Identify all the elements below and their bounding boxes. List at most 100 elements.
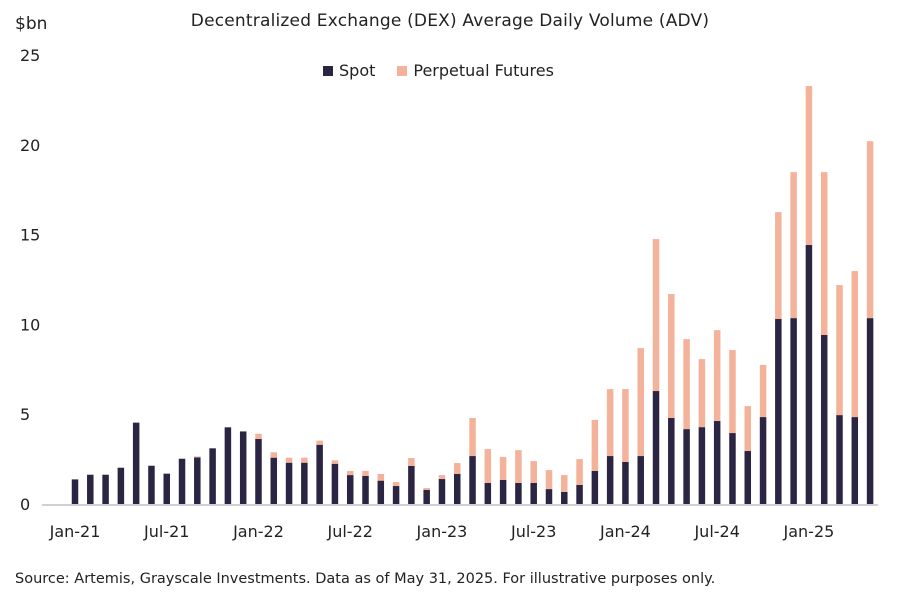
bar-perpetual-futures-Apr-24 — [668, 294, 675, 418]
y-tick-label: 10 — [20, 315, 40, 334]
bar-perpetual-futures-Jan-22 — [255, 433, 262, 439]
bar-spot-Nov-23 — [591, 470, 599, 504]
bar-spot-Jul-22 — [346, 475, 354, 504]
x-tick-label: Jan-22 — [232, 522, 284, 541]
bar-spot-Jun-22 — [331, 463, 339, 504]
bar-perpetual-futures-Sep-22 — [377, 474, 385, 481]
bar-perpetual-futures-Jul-24 — [713, 330, 721, 422]
bar-spot-Oct-22 — [392, 486, 400, 504]
bar-spot-Jan-22 — [255, 438, 262, 504]
bar-perpetual-futures-Nov-23 — [591, 419, 599, 471]
y-tick-label: 15 — [20, 226, 40, 245]
bar-perpetual-futures-Dec-23 — [606, 389, 614, 457]
chart-plot: 0 5 10 15 20 25 Jan-21 Jul-21 Jan-22 Jul-22 Jan-23… — [20, 46, 878, 541]
legend-label-perpetual-futures: Perpetual Futures — [413, 61, 554, 80]
bar-spot-Sep-22 — [377, 480, 385, 504]
bar-spot-Feb-23 — [454, 474, 461, 504]
y-axis-unit-label: $bn — [15, 14, 48, 34]
bar-spot-Feb-21 — [87, 474, 94, 504]
bar-perpetual-futures-Feb-24 — [637, 348, 644, 457]
bar-perpetual-futures-Nov-22 — [408, 458, 415, 466]
x-tick-label: Jan-24 — [599, 522, 651, 541]
bar-spot-Aug-21 — [178, 458, 186, 504]
bar-perpetual-futures-May-24 — [683, 339, 690, 430]
bar-spot-Sep-24 — [744, 451, 752, 504]
y-tick-label: 5 — [20, 405, 30, 424]
bar-spot-Mar-22 — [285, 462, 293, 504]
bar-spot-Nov-22 — [408, 465, 415, 504]
bar-spot-Mar-21 — [102, 474, 109, 504]
bar-perpetual-futures-Apr-22 — [301, 457, 308, 463]
bar-perpetual-futures-Sep-21 — [194, 456, 201, 458]
legend-swatch-spot — [323, 65, 333, 76]
bar-spot-May-25 — [866, 318, 874, 504]
bar-spot-Nov-21 — [224, 427, 232, 504]
x-tick-label: Jan-23 — [416, 522, 468, 541]
bar-perpetual-futures-Feb-23 — [454, 463, 461, 475]
bar-spot-Apr-21 — [117, 467, 125, 504]
bar-perpetual-futures-Jun-23 — [515, 450, 522, 483]
bar-spot-May-23 — [499, 479, 507, 504]
bar-perpetual-futures-Dec-24 — [790, 172, 797, 319]
bar-spot-Apr-23 — [484, 482, 492, 504]
bar-spot-Jan-23 — [438, 479, 446, 504]
bar-spot-Mar-25 — [836, 415, 843, 504]
bar-perpetual-futures-May-22 — [316, 440, 323, 445]
bar-spot-Jun-24 — [698, 427, 706, 504]
bar-spot-Jun-21 — [148, 465, 155, 504]
bar-perpetual-futures-May-23 — [499, 456, 507, 480]
bar-perpetual-futures-Sep-24 — [744, 406, 752, 452]
bar-spot-Jan-25 — [805, 245, 813, 505]
x-tick-label: Jul-21 — [143, 522, 189, 541]
bar-perpetual-futures-Jun-24 — [698, 359, 706, 428]
bar-perpetual-futures-Sep-23 — [561, 475, 568, 492]
bar-perpetual-futures-Aug-23 — [545, 470, 553, 490]
bar-perpetual-futures-Jan-24 — [622, 389, 629, 462]
x-tick-label: Jul-23 — [510, 522, 556, 541]
bar-spot-Dec-21 — [239, 431, 247, 504]
bar-spot-Jan-21 — [71, 479, 79, 504]
bar-perpetual-futures-Jul-23 — [530, 461, 537, 483]
bar-perpetual-futures-Aug-22 — [362, 470, 369, 476]
bar-spot-Apr-22 — [301, 462, 308, 504]
legend: Spot Perpetual Futures — [323, 61, 554, 80]
bar-spot-Aug-23 — [545, 489, 553, 504]
y-tick-label: 20 — [20, 136, 40, 155]
y-tick-label: 25 — [20, 46, 40, 65]
legend-swatch-perpetual-futures — [397, 65, 408, 76]
x-tick-label: Jan-25 — [783, 522, 835, 541]
bar-spot-Jun-23 — [515, 482, 522, 504]
bar-spot-May-21 — [132, 422, 140, 504]
bar-perpetual-futures-Jun-22 — [331, 460, 339, 464]
bar-spot-Oct-23 — [576, 484, 583, 504]
bar-perpetual-futures-Jan-23 — [438, 475, 446, 480]
bar-perpetual-futures-Oct-22 — [392, 482, 400, 487]
bar-spot-Dec-22 — [423, 489, 430, 504]
bar-spot-Apr-24 — [668, 417, 675, 504]
bar-perpetual-futures-Dec-22 — [423, 488, 430, 490]
bar-spot-Jan-24 — [622, 461, 629, 504]
x-tick-label: Jan-21 — [49, 522, 101, 541]
bar-perpetual-futures-Apr-25 — [851, 271, 859, 418]
bar-spot-Feb-24 — [637, 456, 644, 504]
source-note: Source: Artemis, Grayscale Investments. … — [15, 571, 716, 587]
bar-spot-Mar-24 — [652, 391, 660, 504]
bar-spot-Dec-23 — [606, 456, 614, 504]
bar-perpetual-futures-Apr-23 — [484, 449, 492, 483]
bar-perpetual-futures-Feb-25 — [820, 172, 828, 335]
y-tick-label: 0 — [20, 495, 30, 514]
bar-spot-Jul-21 — [163, 473, 170, 504]
bar-perpetual-futures-May-25 — [866, 141, 874, 319]
bar-spot-Jul-23 — [530, 482, 537, 504]
bar-spot-Sep-21 — [194, 457, 201, 504]
x-tick-label: Jul-22 — [327, 522, 373, 541]
bar-perpetual-futures-Mar-22 — [285, 457, 293, 463]
bar-perpetual-futures-Feb-22 — [270, 452, 278, 458]
bar-spot-Dec-24 — [790, 318, 797, 504]
bar-spot-Nov-24 — [775, 319, 782, 504]
bar-spot-Feb-25 — [820, 334, 828, 504]
bar-perpetual-futures-Jan-25 — [805, 86, 813, 246]
bar-perpetual-futures-Aug-24 — [729, 350, 736, 434]
bar-perpetual-futures-Nov-24 — [775, 212, 782, 320]
bar-spot-Apr-25 — [851, 417, 859, 504]
